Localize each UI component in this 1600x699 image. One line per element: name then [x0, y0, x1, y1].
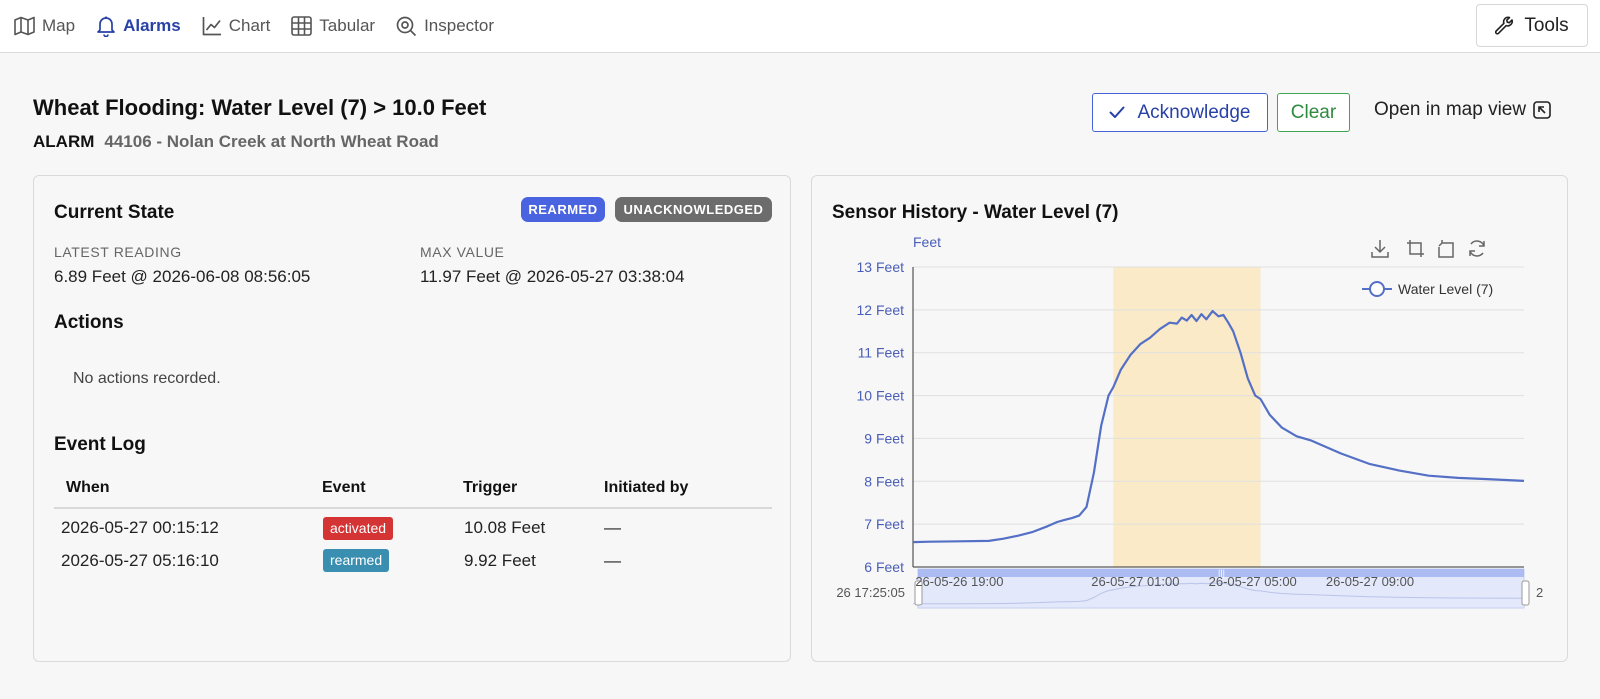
- y-tick-label: 13 Feet: [857, 259, 905, 275]
- col-when: When: [54, 468, 322, 509]
- chart-title: Sensor History - Water Level (7): [832, 202, 1119, 223]
- max-value-value: 11.97 Feet @ 2026-05-27 03:38:04: [420, 267, 685, 286]
- nav-inspector-label: Inspector: [424, 16, 494, 35]
- zoom-handle-left: [914, 580, 923, 606]
- max-value-label: MAX VALUE: [420, 244, 505, 260]
- x-tick-label: 26-05-27 09:00: [1326, 574, 1414, 589]
- crop-zoom-icon[interactable]: [1407, 240, 1424, 257]
- zoom-reset-icon[interactable]: [1438, 240, 1454, 258]
- wrench-icon: [1495, 16, 1514, 35]
- open-map-label: Open in map view: [1374, 99, 1527, 120]
- tools-button[interactable]: Tools: [1476, 4, 1588, 47]
- row-trigger: 9.92 Feet: [464, 550, 536, 570]
- open-in-map-link[interactable]: Open in map view: [1374, 99, 1551, 121]
- current-state-card: Current State REARMED UNACKNOWLEDGED LAT…: [33, 175, 791, 662]
- table-row: 2026-05-27 00:15:12 activated 10.08 Feet…: [54, 508, 772, 543]
- actions-heading: Actions: [54, 312, 124, 333]
- latest-reading-label: LATEST READING: [54, 244, 182, 260]
- legend-label: Water Level (7): [1398, 281, 1493, 297]
- zoom-slider-preview: [912, 582, 1525, 605]
- alarm-kind: ALARM: [33, 132, 95, 151]
- row-when: 2026-05-27 00:15:12: [61, 518, 219, 537]
- line-chart-icon: [202, 17, 221, 36]
- search-icon: [396, 16, 417, 36]
- x-tick-label: 26-05-27 05:00: [1209, 574, 1297, 589]
- nav-map-label: Map: [42, 16, 76, 35]
- nav-inspector[interactable]: Inspector: [396, 0, 494, 53]
- alarm-subtitle: ALARM 44106 - Nolan Creek at North Wheat …: [33, 132, 439, 152]
- event-tag-activated: activated: [323, 516, 394, 540]
- status-badge-rearmed: REARMED: [521, 197, 605, 222]
- nav-tabular-label: Tabular: [319, 16, 376, 35]
- x-tick-label: 26-05-26 19:00: [915, 574, 1003, 589]
- check-icon: [1109, 106, 1125, 118]
- col-initiated-by: Initiated by: [604, 468, 772, 509]
- sensor-history-card: Sensor History - Water Level (7) 6 Feet 7…: [811, 175, 1568, 662]
- chart-toolbox: [1371, 240, 1485, 258]
- acknowledge-button[interactable]: Acknowledge: [1092, 93, 1268, 132]
- event-tag-rearmed: rearmed: [323, 549, 390, 572]
- table-header-row: When Event Trigger Initiated by: [54, 468, 772, 509]
- row-when: 2026-05-27 05:16:10: [61, 550, 219, 570]
- tools-label: Tools: [1524, 14, 1569, 36]
- y-tick-label: 11 Feet: [858, 345, 905, 361]
- event-log-heading: Event Log: [54, 434, 146, 455]
- clear-label: Clear: [1290, 101, 1337, 123]
- row-trigger: 10.08 Feet: [464, 518, 546, 537]
- station-name: 44106 - Nolan Creek at North Wheat Road: [104, 132, 439, 151]
- nav-alarms-label: Alarms: [123, 16, 181, 35]
- clear-button[interactable]: Clear: [1277, 93, 1350, 132]
- refresh-icon[interactable]: [1469, 240, 1485, 257]
- status-badge-unacknowledged: UNACKNOWLEDGED: [615, 197, 772, 222]
- nav-tabular[interactable]: Tabular: [291, 0, 375, 53]
- y-tick-label: 8 Feet: [864, 473, 904, 489]
- y-tick-label: 6 Feet: [864, 559, 904, 575]
- current-state-heading: Current State: [54, 202, 175, 223]
- zoom-grip-mark: |||: [1218, 568, 1225, 578]
- nav-chart-label: Chart: [228, 16, 271, 35]
- zoom-slider-bar: [918, 569, 1524, 577]
- zoom-start-label: 26 17:25:05: [836, 585, 905, 600]
- nav-alarms[interactable]: Alarms: [96, 0, 181, 53]
- zoom-handle-right: [1521, 580, 1530, 606]
- x-tick-label: 26-05-27 01:00: [1091, 574, 1179, 589]
- map-icon: [14, 16, 35, 36]
- event-log-table: When Event Trigger Initiated by 2026-05-…: [54, 468, 772, 578]
- zoom-end-label: 2: [1536, 585, 1543, 600]
- nav-chart[interactable]: Chart: [202, 0, 271, 53]
- table-row: 2026-05-27 05:16:10 rearmed 9.92 Feet —: [54, 543, 772, 578]
- series-line-water-level: [912, 310, 1525, 544]
- page-title: Wheat Flooding: Water Level (7) > 10.0 F…: [33, 95, 487, 120]
- latest-reading-value: 6.89 Feet @ 2026-06-08 08:56:05: [54, 267, 311, 286]
- download-icon[interactable]: [1371, 240, 1389, 258]
- col-trigger: Trigger: [463, 468, 604, 509]
- col-event: Event: [322, 468, 463, 509]
- external-link-icon: [1533, 101, 1551, 119]
- y-axis-unit-label: Feet: [913, 234, 941, 250]
- nav-map[interactable]: Map: [14, 0, 75, 53]
- alarm-active-band: [1113, 267, 1261, 567]
- legend-marker: [1369, 281, 1385, 297]
- table-icon: [291, 16, 313, 36]
- bell-icon: [97, 16, 115, 37]
- row-initiated-by: —: [604, 550, 621, 570]
- y-tick-label: 12 Feet: [857, 302, 905, 318]
- y-tick-label: 9 Feet: [864, 430, 904, 446]
- row-initiated-by: —: [604, 518, 621, 537]
- y-tick-label: 7 Feet: [864, 516, 904, 532]
- water-level-chart[interactable]: 6 Feet 7 Feet 8 Feet 9 Feet 10 Feet 11 Feet 12…: [812, 176, 1569, 663]
- top-navigation: Map Alarms Chart Tabular Inspector Tools: [0, 0, 1600, 53]
- chart-plot-area: 6 Feet 7 Feet 8 Feet 9 Feet 10 Feet 11 Feet 12…: [836, 234, 1543, 609]
- actions-empty-note: No actions recorded.: [73, 370, 221, 387]
- acknowledge-label: Acknowledge: [1137, 101, 1251, 123]
- y-tick-label: 10 Feet: [857, 388, 905, 404]
